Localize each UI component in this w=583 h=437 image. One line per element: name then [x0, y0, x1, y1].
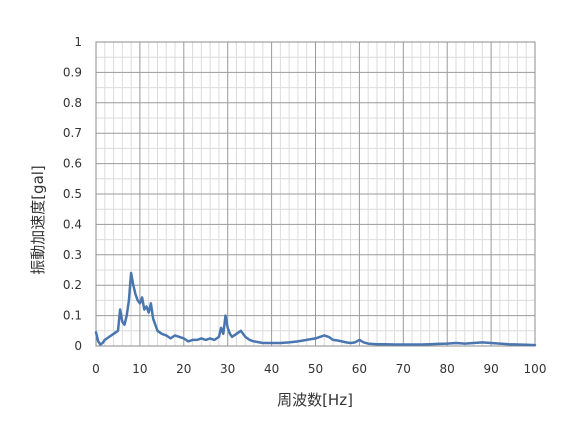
y-tick-label: 0.4 [63, 217, 82, 231]
x-tick-label: 20 [176, 362, 191, 376]
series-group [94, 271, 537, 347]
y-tick-label: 0 [74, 339, 82, 353]
x-tick-label: 100 [524, 362, 547, 376]
y-tick-label: 1 [74, 35, 82, 49]
y-tick-label: 0.2 [63, 278, 82, 292]
x-tick-label: 80 [440, 362, 455, 376]
x-tick-label: 90 [483, 362, 498, 376]
series-line [94, 271, 537, 347]
x-axis-label: 周波数[Hz] [277, 391, 353, 409]
x-tick-label: 50 [308, 362, 323, 376]
plot-area-border [95, 41, 536, 347]
y-tick-label: 0.3 [63, 248, 82, 262]
x-tick-label: 60 [352, 362, 367, 376]
y-tick-labels: 0 0.1 0.2 0.3 0.4 0.5 0.6 0.7 0.8 0.9 1 [63, 35, 82, 353]
x-tick-label: 0 [92, 362, 100, 376]
y-axis-label: 振動加速度[gal] [29, 165, 47, 275]
y-tick-label: 0.6 [63, 157, 82, 171]
y-tick-label: 0.5 [63, 187, 82, 201]
x-tick-label: 10 [132, 362, 147, 376]
x-tick-label: 70 [396, 362, 411, 376]
major-gridlines [96, 42, 535, 346]
y-tick-label: 0.9 [63, 65, 82, 79]
x-tick-label: 30 [220, 362, 235, 376]
y-tick-label: 0.8 [63, 96, 82, 110]
y-tick-label: 0.1 [63, 309, 82, 323]
x-tick-labels: 0 10 20 30 40 50 60 70 80 90 100 [92, 362, 546, 376]
x-tick-label: 40 [264, 362, 279, 376]
y-tick-label: 0.7 [63, 126, 82, 140]
